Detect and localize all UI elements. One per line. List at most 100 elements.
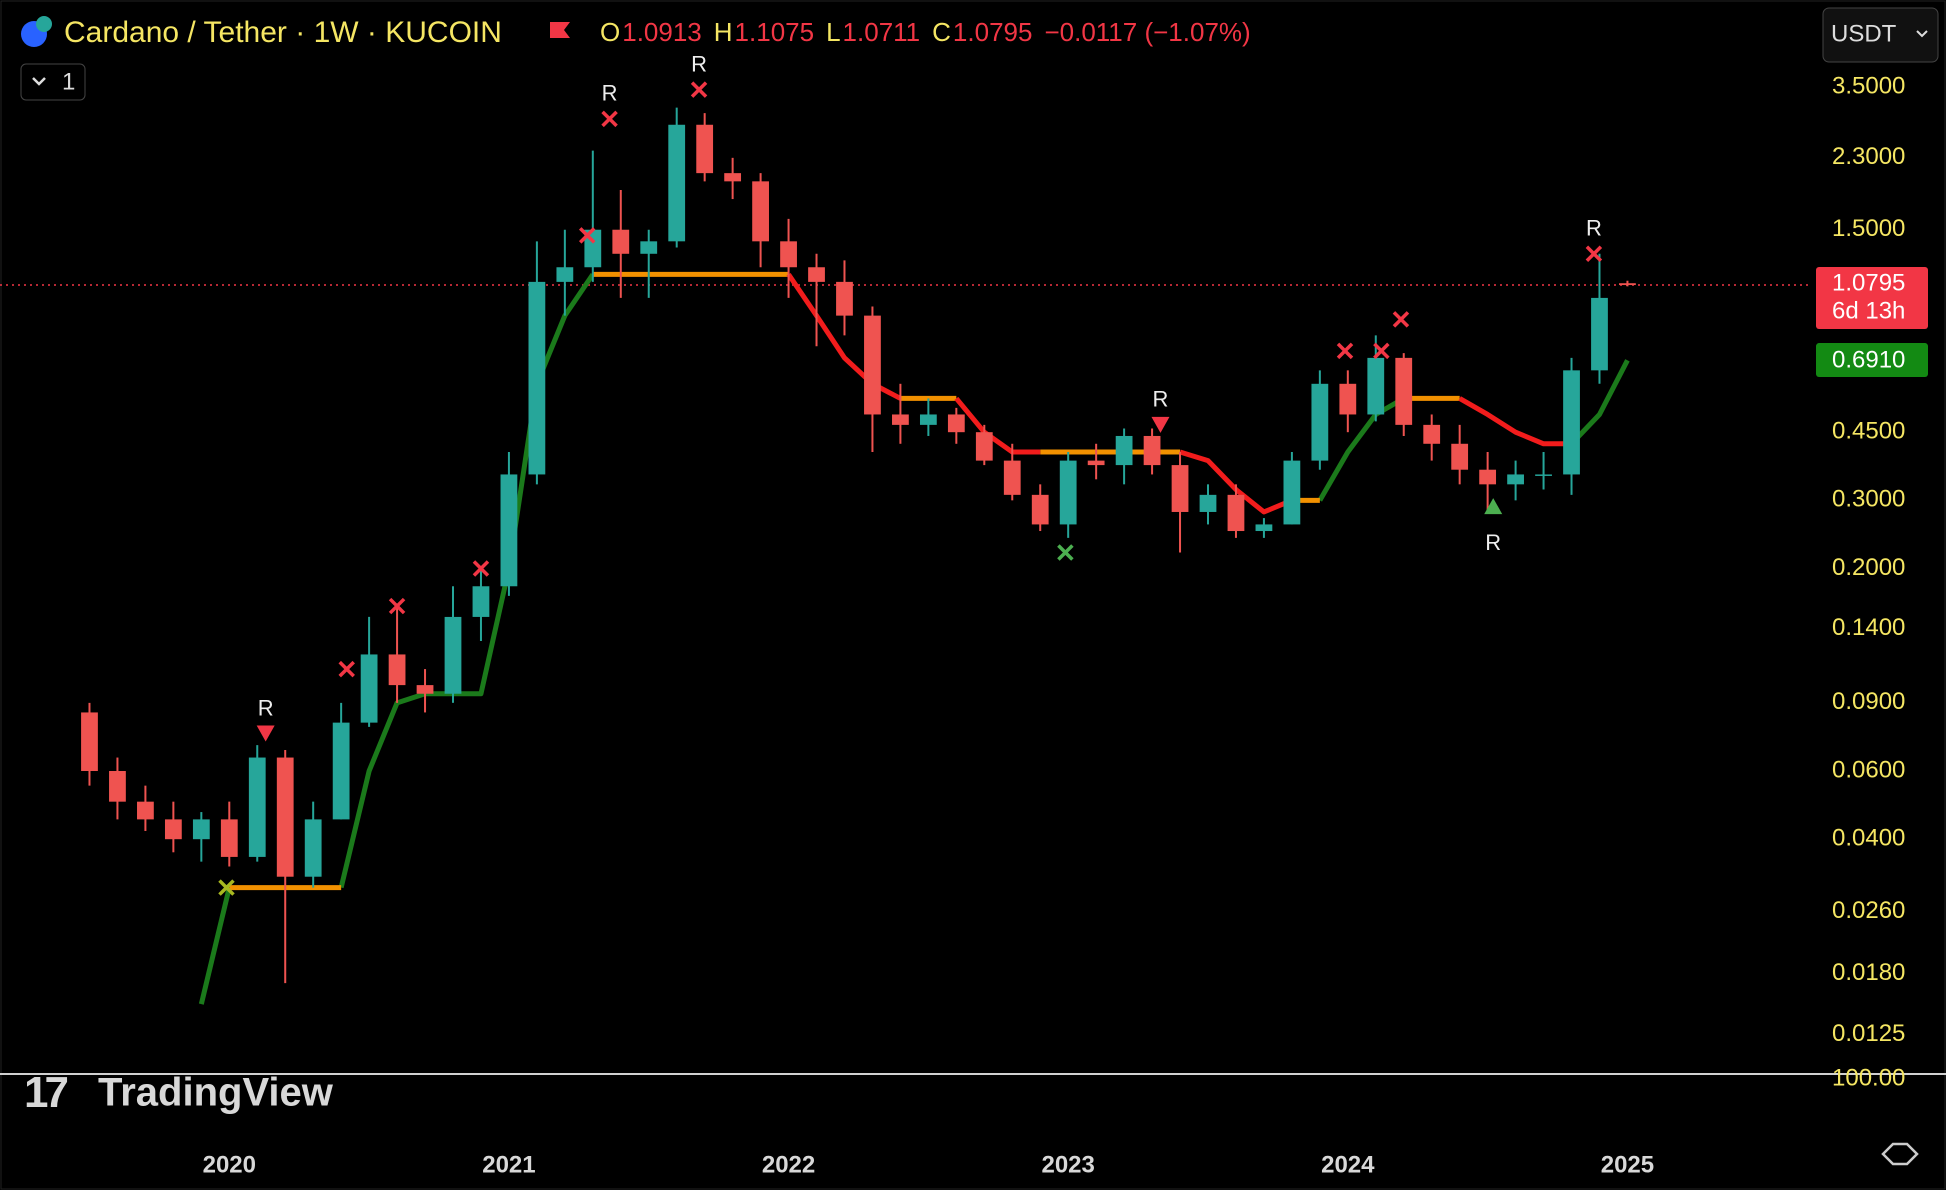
candle-body — [919, 414, 937, 425]
settings-icon[interactable] — [1881, 1142, 1919, 1166]
candle-body — [220, 819, 238, 857]
chevron-icon — [1916, 30, 1928, 38]
ohlc-value: 1.0913 — [622, 17, 702, 47]
signal-cross — [578, 227, 596, 244]
y-tick-label: 0.0180 — [1832, 959, 1905, 986]
candle-body — [1535, 474, 1552, 476]
candle-body — [1479, 469, 1497, 485]
ohlc-key: L — [826, 17, 840, 47]
change: −0.0117 (−1.07%) — [1044, 17, 1250, 47]
signal-cross — [690, 81, 708, 98]
trend-line — [1317, 396, 1405, 502]
ohlc-key: H — [714, 17, 733, 47]
y-tick-label: 0.0260 — [1832, 897, 1905, 924]
trend-line — [954, 396, 1041, 455]
candle-body — [1507, 474, 1524, 485]
candle-body — [556, 267, 574, 282]
signal-cross — [472, 560, 490, 577]
trend-line — [198, 886, 232, 1005]
currency-button[interactable] — [1822, 7, 1939, 63]
signal-cross — [1585, 245, 1603, 263]
candle-body — [752, 181, 769, 242]
signal-cross — [1373, 342, 1390, 360]
candle-body — [332, 722, 350, 820]
candle-body — [164, 819, 182, 840]
x-tick-label: 2024 — [1321, 1151, 1375, 1178]
candle-body — [276, 757, 294, 877]
candle-body — [808, 267, 825, 282]
last-price-box — [1816, 267, 1928, 330]
candle-body — [1311, 383, 1329, 461]
candle-body — [500, 474, 518, 587]
signal-cross — [1336, 342, 1354, 360]
candle-body — [780, 241, 797, 268]
signal-cross — [601, 110, 618, 128]
signal-triangle — [256, 725, 275, 742]
candle-body — [1199, 494, 1217, 512]
candle-body — [864, 315, 881, 415]
candle-body — [668, 124, 686, 242]
collapse-button[interactable] — [20, 63, 86, 101]
trend-line — [1458, 396, 1572, 447]
signal-cross — [338, 660, 355, 678]
candle-body — [1367, 357, 1385, 415]
candle-body — [1255, 524, 1273, 532]
ohlc-value: 1.1075 — [735, 17, 815, 47]
candle-body — [1171, 465, 1189, 512]
trend-line — [338, 272, 595, 889]
x-tick-label: 2025 — [1601, 1151, 1654, 1178]
y-tick-label: 0.0400 — [1832, 825, 1905, 852]
y-tick-label: 2.3000 — [1832, 143, 1905, 170]
trend-line — [786, 272, 902, 401]
countdown-label: 6d 13h — [1832, 297, 1905, 324]
signal-label: R — [1485, 530, 1501, 555]
candle-body — [109, 771, 126, 802]
y-tick-label: 0.0600 — [1832, 756, 1905, 783]
signal-label: R — [691, 51, 707, 76]
candle-body — [1423, 424, 1441, 444]
candle-body — [1227, 494, 1245, 532]
collapse-count: 1 — [62, 68, 75, 95]
candle-body — [1003, 460, 1021, 495]
candle-body — [1283, 460, 1301, 525]
candle-body — [975, 432, 993, 461]
candle-body — [1115, 435, 1133, 466]
candle-body — [1563, 370, 1580, 475]
signal-label: R — [602, 81, 618, 106]
signal-cross — [218, 879, 235, 896]
candle-body — [1591, 297, 1608, 371]
candle-body — [304, 819, 322, 877]
symbol-title: Cardano / Tether · 1W · KUCOIN — [64, 16, 502, 49]
candle-body — [81, 712, 98, 772]
candle-body — [1143, 435, 1161, 466]
ohlc-value: 1.0795 — [953, 17, 1033, 47]
y-tick-label: 0.4500 — [1832, 418, 1905, 445]
candle-body — [192, 819, 210, 840]
last-price-label: 1.0795 — [1832, 269, 1905, 296]
signal-triangle — [1484, 498, 1503, 515]
signal-cross — [1057, 544, 1074, 561]
chevron-icon — [32, 77, 46, 86]
ohlc-key: C — [932, 17, 951, 47]
y-tick-label: 0.2000 — [1832, 554, 1905, 581]
y-tick-label: 0.3000 — [1832, 486, 1905, 513]
brand-mark: 17 — [24, 1068, 67, 1117]
candle-body — [472, 586, 490, 617]
trend-price-label: 0.6910 — [1832, 346, 1905, 373]
x-tick-label: 2021 — [482, 1151, 535, 1178]
signal-cross — [1392, 311, 1410, 328]
currency: USDT — [1831, 20, 1897, 47]
candle-body — [1395, 357, 1413, 425]
candle-body — [836, 281, 853, 316]
candle-body — [724, 173, 742, 182]
candle-body — [1031, 494, 1049, 525]
x-tick-label: 2020 — [203, 1151, 256, 1178]
x-tick-label: 2023 — [1041, 1151, 1094, 1178]
candle-body — [947, 414, 965, 433]
candle-body — [528, 281, 546, 475]
candle-body — [1451, 443, 1469, 470]
ohlc-key: O — [600, 17, 620, 47]
brand-logo: 17 — [24, 1068, 67, 1117]
candle-body — [640, 241, 658, 254]
